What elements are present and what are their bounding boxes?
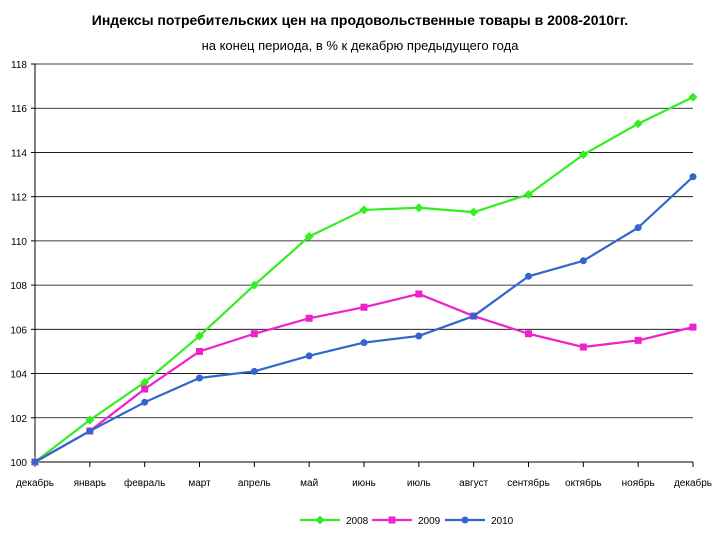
series-group bbox=[30, 92, 698, 467]
y-tick-label: 106 bbox=[10, 325, 27, 336]
x-tick-label: январь bbox=[74, 478, 106, 489]
data-point-2010 bbox=[634, 224, 642, 232]
data-point-2010 bbox=[141, 398, 149, 406]
y-tick-label: 118 bbox=[11, 60, 27, 71]
data-point-2009 bbox=[525, 330, 532, 338]
x-tick-label: июль bbox=[407, 478, 431, 489]
legend-label-2010: 2010 bbox=[491, 516, 514, 527]
series-line-2009 bbox=[34, 292, 694, 463]
data-point-2009 bbox=[415, 290, 423, 298]
legend-label-2008: 2008 bbox=[346, 516, 369, 527]
data-point-2010 bbox=[31, 458, 39, 466]
data-point-2008 bbox=[195, 331, 204, 341]
x-tick-label: июнь bbox=[352, 478, 376, 489]
chart-title: Индексы потребительских цен на продоволь… bbox=[91, 12, 629, 28]
y-tick-labels: 100 102 104 106 108 110 112 114 116 118 bbox=[10, 60, 27, 469]
data-point-2010 bbox=[305, 352, 313, 360]
legend-marker-2010 bbox=[461, 516, 469, 524]
data-point-2009 bbox=[634, 336, 642, 344]
y-tick-label: 104 bbox=[10, 370, 27, 381]
x-tick-label: декабрь bbox=[674, 477, 712, 489]
data-point-2008 bbox=[85, 415, 95, 425]
data-point-2010 bbox=[689, 173, 697, 181]
y-tick-label: 114 bbox=[11, 148, 27, 159]
data-point-2010 bbox=[579, 257, 587, 265]
grid-lines bbox=[35, 63, 693, 463]
x-tick-label: октябрь bbox=[565, 477, 602, 489]
data-point-2010 bbox=[470, 312, 478, 320]
x-tick-label: декабрь bbox=[16, 477, 54, 489]
data-point-2008 bbox=[140, 377, 150, 387]
data-point-2008 bbox=[469, 207, 479, 217]
y-tick-label: 102 bbox=[10, 414, 27, 425]
data-point-2008 bbox=[524, 189, 533, 199]
data-point-2008 bbox=[359, 205, 369, 215]
data-point-2009 bbox=[196, 347, 203, 355]
series-line-2010 bbox=[34, 175, 694, 463]
legend-label-2009: 2009 bbox=[418, 516, 441, 527]
y-tick-label: 110 bbox=[11, 237, 27, 248]
x-tick-labels: декабрь январь февраль март апрель май июнь июл… bbox=[16, 477, 712, 489]
data-point-2008 bbox=[688, 92, 698, 102]
y-tick-label: 100 bbox=[10, 458, 27, 469]
legend-marker-2009 bbox=[388, 516, 396, 524]
legend-marker-2008 bbox=[315, 515, 325, 525]
data-point-2008 bbox=[578, 150, 588, 160]
data-point-2008 bbox=[633, 119, 643, 129]
y-tick-label: 116 bbox=[11, 104, 27, 115]
x-tick-label: февраль bbox=[124, 477, 165, 489]
x-tick-label: сентябрь bbox=[507, 477, 550, 489]
data-point-2009 bbox=[141, 385, 149, 393]
data-point-2008 bbox=[304, 231, 314, 241]
data-point-2010 bbox=[86, 427, 94, 435]
x-tick-label: август bbox=[459, 478, 488, 489]
x-tick-label: ноябрь bbox=[622, 477, 655, 489]
data-point-2009 bbox=[579, 343, 587, 351]
data-point-2010 bbox=[525, 272, 532, 280]
y-tick-label: 108 bbox=[10, 281, 27, 292]
data-point-2009 bbox=[250, 330, 258, 338]
x-tick-label: март bbox=[188, 478, 211, 489]
chart-subtitle: на конец периода, в % к декабрю предыдущ… bbox=[201, 38, 519, 53]
legend: 2008 2009 2010 bbox=[300, 515, 514, 527]
data-point-2010 bbox=[360, 339, 368, 347]
data-point-2009 bbox=[360, 303, 368, 311]
data-point-2010 bbox=[196, 374, 203, 382]
data-point-2009 bbox=[305, 314, 313, 322]
data-point-2008 bbox=[249, 280, 259, 290]
data-point-2009 bbox=[689, 323, 697, 331]
y-tick-label: 112 bbox=[11, 193, 27, 204]
data-point-2008 bbox=[414, 203, 424, 213]
data-point-2010 bbox=[250, 367, 258, 375]
x-tick-label: апрель bbox=[238, 478, 271, 489]
x-tick-label: май bbox=[300, 478, 318, 489]
data-point-2010 bbox=[415, 332, 423, 340]
axes bbox=[31, 63, 694, 467]
